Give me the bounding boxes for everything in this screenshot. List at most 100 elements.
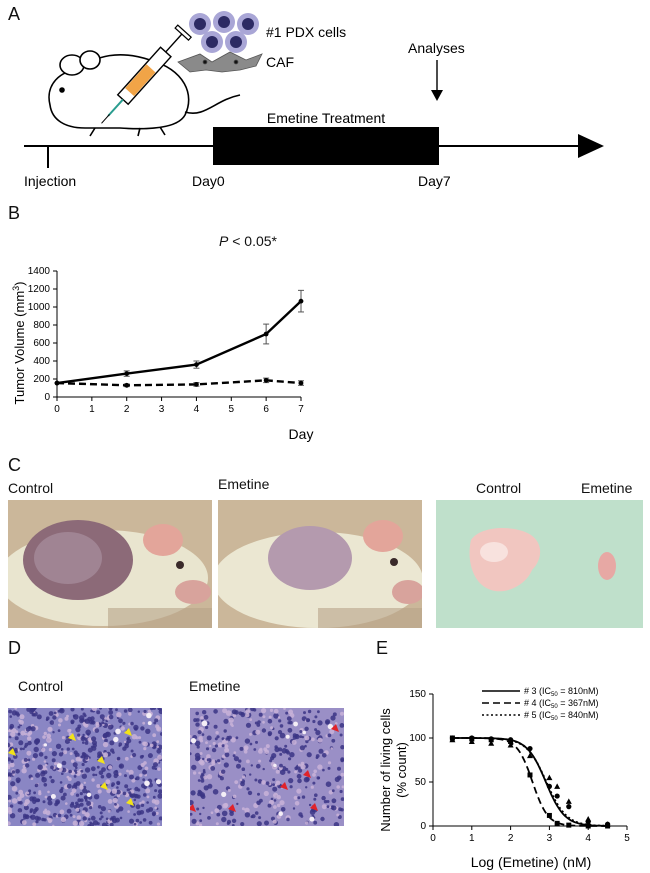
y-tick-label: 100 [409, 733, 426, 744]
x-tick-label: 3 [547, 833, 553, 844]
timeline-label-day7: Day7 [418, 173, 451, 189]
emetine-photo-label: Emetine [218, 476, 270, 492]
x-tick-label: 0 [54, 404, 60, 415]
x-tick-label: 2 [124, 404, 130, 415]
marker-arrow [126, 798, 134, 806]
fit-curve-2 [452, 737, 608, 827]
emetine-histology-image [190, 708, 344, 826]
panel-label-d: D [8, 638, 21, 658]
data-point [54, 380, 60, 386]
panel-a-schematic: #1 PDX cells CAF Analyses Emetine Treatm… [24, 11, 604, 189]
data-point [527, 772, 533, 778]
y-tick-label: 200 [33, 374, 50, 385]
excised-tumors-photo [436, 500, 643, 628]
data-point [585, 823, 591, 829]
data-point [566, 822, 572, 828]
control-histology-image [8, 708, 162, 826]
treatment-bar [213, 127, 439, 165]
legend-label: # 5 (IC50 = 840nM) [524, 710, 598, 722]
marker-arrow [190, 804, 196, 812]
fit-curve-1 [452, 737, 608, 827]
y-tick-label: 400 [33, 356, 50, 367]
histology-emetine-label: Emetine [189, 678, 241, 694]
treatment-label: Emetine Treatment [267, 110, 385, 126]
marker-arrow [228, 804, 236, 812]
data-point [585, 815, 592, 822]
y-tick-label: 1000 [28, 302, 51, 313]
data-point [554, 793, 560, 799]
x-tick-label: 6 [263, 404, 269, 415]
caf-label: CAF [266, 54, 294, 70]
syringe-illustration [101, 24, 193, 124]
marker-arrow [100, 782, 108, 790]
marker-arrow [280, 782, 288, 790]
y-tick-label: 1400 [28, 266, 51, 277]
data-point [124, 371, 130, 376]
x-tick-label: 3 [159, 404, 165, 415]
x-tick-label: 2 [508, 833, 514, 844]
histology-control-label: Control [18, 678, 64, 694]
data-point [546, 812, 552, 818]
data-point [565, 798, 572, 804]
legend-label: # 4 (IC50 = 367nM) [524, 698, 598, 710]
control-photo-label: Control [8, 480, 54, 496]
timeline-label-day0: Day0 [192, 173, 225, 189]
panel-label-e: E [376, 638, 389, 658]
data-point [298, 298, 304, 304]
y-tick-label: 800 [33, 320, 50, 331]
data-point [449, 736, 456, 743]
data-point [604, 821, 611, 827]
data-point [554, 783, 561, 789]
caf-cells-illustration [177, 51, 263, 73]
data-point [508, 739, 514, 745]
fit-curve-3 [452, 737, 608, 827]
x-tick-label: 4 [194, 404, 200, 415]
analyses-label: Analyses [408, 40, 465, 56]
marker-arrow [97, 756, 105, 764]
data-point [124, 382, 130, 388]
x-tick-label: 1 [89, 404, 95, 415]
emetine-mouse-photo [218, 500, 422, 628]
y-axis-label: Tumor Volume (mm3) [11, 281, 27, 404]
y-tick-label: 0 [420, 821, 426, 832]
panel-label-c: C [8, 455, 21, 475]
pdx-cells-illustration [189, 11, 259, 53]
control-mouse-photo [8, 500, 212, 628]
legend-label: # 3 (IC50 = 810nM) [524, 686, 598, 698]
data-point [194, 382, 199, 387]
x-axis-label: Log (Emetine) (nM) [471, 854, 592, 870]
data-point [298, 380, 304, 386]
marker-arrow [310, 803, 318, 811]
data-point [263, 377, 269, 383]
data-point [527, 745, 533, 752]
data-point [546, 774, 553, 781]
y-tick-label: 600 [33, 338, 50, 349]
excised-control-label: Control [476, 480, 522, 496]
timeline-label-injection: Injection [24, 173, 76, 189]
y-tick-label: 150 [409, 689, 426, 700]
marker-arrow [68, 733, 76, 741]
y-tick-label: 1200 [28, 284, 51, 295]
dose-response-chart: Number of living cells (% count) Log (Em… [378, 686, 630, 870]
y-axis-label-unit: (% count) [394, 742, 409, 798]
p-value-label: P < 0.05* [219, 233, 277, 249]
series-line-1 [56, 300, 302, 385]
x-tick-label: 5 [624, 833, 630, 844]
data-point [488, 740, 495, 746]
excised-emetine-label: Emetine [581, 480, 633, 496]
x-tick-label: 7 [298, 404, 304, 415]
panel-label-b: B [8, 203, 21, 223]
y-tick-label: 0 [44, 392, 50, 403]
x-tick-label: 5 [229, 404, 235, 415]
y-axis-label: Number of living cells [378, 708, 393, 832]
data-point [263, 331, 269, 337]
timeline-arrowhead [578, 134, 604, 158]
data-point [468, 738, 475, 745]
series-line-2 [56, 379, 302, 387]
y-tick-label: 50 [415, 777, 427, 788]
x-axis-label: Day [289, 426, 314, 442]
data-point [527, 752, 533, 759]
x-tick-label: 0 [430, 833, 436, 844]
data-point [554, 820, 560, 826]
data-point [194, 362, 199, 367]
